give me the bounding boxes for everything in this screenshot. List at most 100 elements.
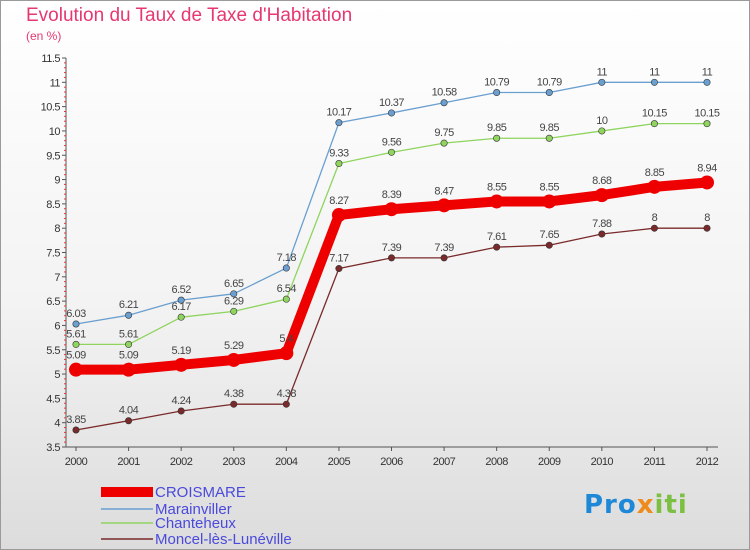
- data-point: [440, 99, 448, 107]
- data-label: 8.55: [487, 181, 507, 193]
- data-label: 10.15: [694, 108, 719, 120]
- data-label: 8.39: [382, 189, 402, 201]
- axes: 3.5 4 4.5 5 5.5 6 6.5 7 7.5 8 8.5 9 9.5 10 10.5 11 11.5 2…: [41, 53, 720, 468]
- data-label: 6.17: [171, 301, 191, 313]
- data-point: [72, 340, 80, 348]
- x-tick-label: 2006: [380, 456, 403, 468]
- data-point: [387, 254, 395, 262]
- data-label: 7.61: [487, 231, 507, 243]
- data-label: 10: [596, 115, 608, 127]
- data-point: [598, 78, 606, 86]
- data-point: [650, 120, 658, 128]
- x-tick-label: 2004: [275, 456, 298, 468]
- data-label: 3.85: [66, 414, 86, 426]
- data-point: [647, 179, 662, 194]
- data-point: [387, 109, 395, 117]
- y-tick-label: 5: [54, 369, 60, 381]
- data-label: 7.88: [592, 218, 612, 230]
- data-point: [493, 243, 501, 251]
- data-label: 6.52: [171, 284, 191, 296]
- data-label: 6.54: [277, 283, 297, 295]
- data-label: 7.17: [329, 253, 349, 265]
- data-label: 11: [597, 66, 608, 78]
- data-label: 5.29: [224, 340, 244, 352]
- legend: CROISMAREMarainvillerChanteheuxMoncel-lè…: [101, 484, 292, 548]
- series-marainviller: [72, 78, 711, 328]
- chart-title: Evolution du Taux de Taxe d'Habitation: [26, 5, 353, 26]
- data-point: [703, 224, 711, 232]
- data-point: [700, 175, 714, 190]
- data-label: 6.21: [119, 299, 139, 311]
- y-tick-label: 4: [54, 418, 60, 430]
- data-label: 8.27: [329, 195, 349, 207]
- data-point: [282, 264, 290, 272]
- data-label: 4.38: [224, 388, 244, 400]
- data-point: [545, 89, 553, 97]
- data-label: 5.09: [119, 350, 139, 362]
- data-point: [279, 346, 294, 361]
- x-tick-label: 2000: [65, 456, 88, 468]
- data-label: 7.65: [540, 229, 560, 241]
- data-point: [335, 160, 343, 168]
- data-point: [121, 362, 136, 377]
- data-point: [545, 241, 553, 249]
- data-label: 7.39: [382, 242, 402, 254]
- y-tick-label: 8.5: [46, 199, 60, 211]
- data-point: [174, 357, 189, 372]
- y-tick-label: 9.5: [46, 150, 60, 162]
- x-tick-label: 2008: [485, 456, 508, 468]
- y-tick-label: 3.5: [46, 442, 60, 454]
- y-tick-label: 10.5: [41, 102, 61, 114]
- data-point: [282, 400, 290, 408]
- x-tick-label: 2002: [170, 456, 193, 468]
- data-point: [650, 224, 658, 232]
- series-chanteheux: [72, 120, 711, 348]
- data-point: [282, 295, 290, 303]
- data-label: 11: [702, 66, 713, 78]
- data-label: 10.37: [379, 97, 404, 109]
- x-tick-label: 2005: [328, 456, 351, 468]
- data-label: 10.79: [537, 77, 562, 89]
- y-tick-label: 11: [50, 77, 61, 89]
- data-point: [594, 188, 609, 203]
- data-label: 5.4: [279, 333, 293, 345]
- data-label: 4.38: [277, 388, 297, 400]
- data-point: [177, 313, 185, 321]
- data-label: 6.65: [224, 278, 244, 290]
- data-label: 7.39: [434, 242, 454, 254]
- data-label: 8: [652, 212, 658, 224]
- data-label: 4.24: [171, 395, 191, 407]
- series-moncel-l-s-lun-ville: [72, 224, 711, 434]
- data-point: [125, 340, 133, 348]
- data-labels: 6.03 6.21 6.52 6.65 7.18 10.17 10.37 10.58 10.79…: [66, 66, 720, 426]
- data-label: 9.56: [382, 136, 402, 148]
- data-point: [335, 265, 343, 273]
- data-point: [177, 296, 185, 304]
- x-tick-label: 2010: [591, 456, 614, 468]
- data-point: [387, 148, 395, 156]
- legend-label: Marainviller: [155, 501, 232, 518]
- data-label: 6.29: [224, 295, 244, 307]
- data-label: 8.47: [434, 185, 454, 197]
- data-point: [125, 311, 133, 319]
- data-label: 10.15: [642, 108, 667, 120]
- y-tick-label: 9: [54, 175, 60, 187]
- data-label: 6.03: [66, 308, 86, 320]
- data-point: [440, 139, 448, 147]
- data-point: [545, 134, 553, 142]
- series-layer: [69, 78, 714, 434]
- data-point: [542, 194, 557, 209]
- legend-label: CROISMARE: [155, 484, 246, 501]
- data-label: 5.19: [171, 345, 191, 357]
- data-point: [598, 230, 606, 238]
- legend-label: Moncel-lès-Lunéville: [155, 531, 292, 548]
- y-tick-label: 10: [49, 126, 61, 138]
- data-point: [331, 208, 346, 223]
- y-tick-label: 6: [54, 320, 60, 332]
- x-tick-label: 2001: [117, 456, 140, 468]
- x-tick-label: 2009: [538, 456, 561, 468]
- data-point: [177, 407, 185, 415]
- data-point: [230, 400, 238, 408]
- data-point: [72, 426, 80, 434]
